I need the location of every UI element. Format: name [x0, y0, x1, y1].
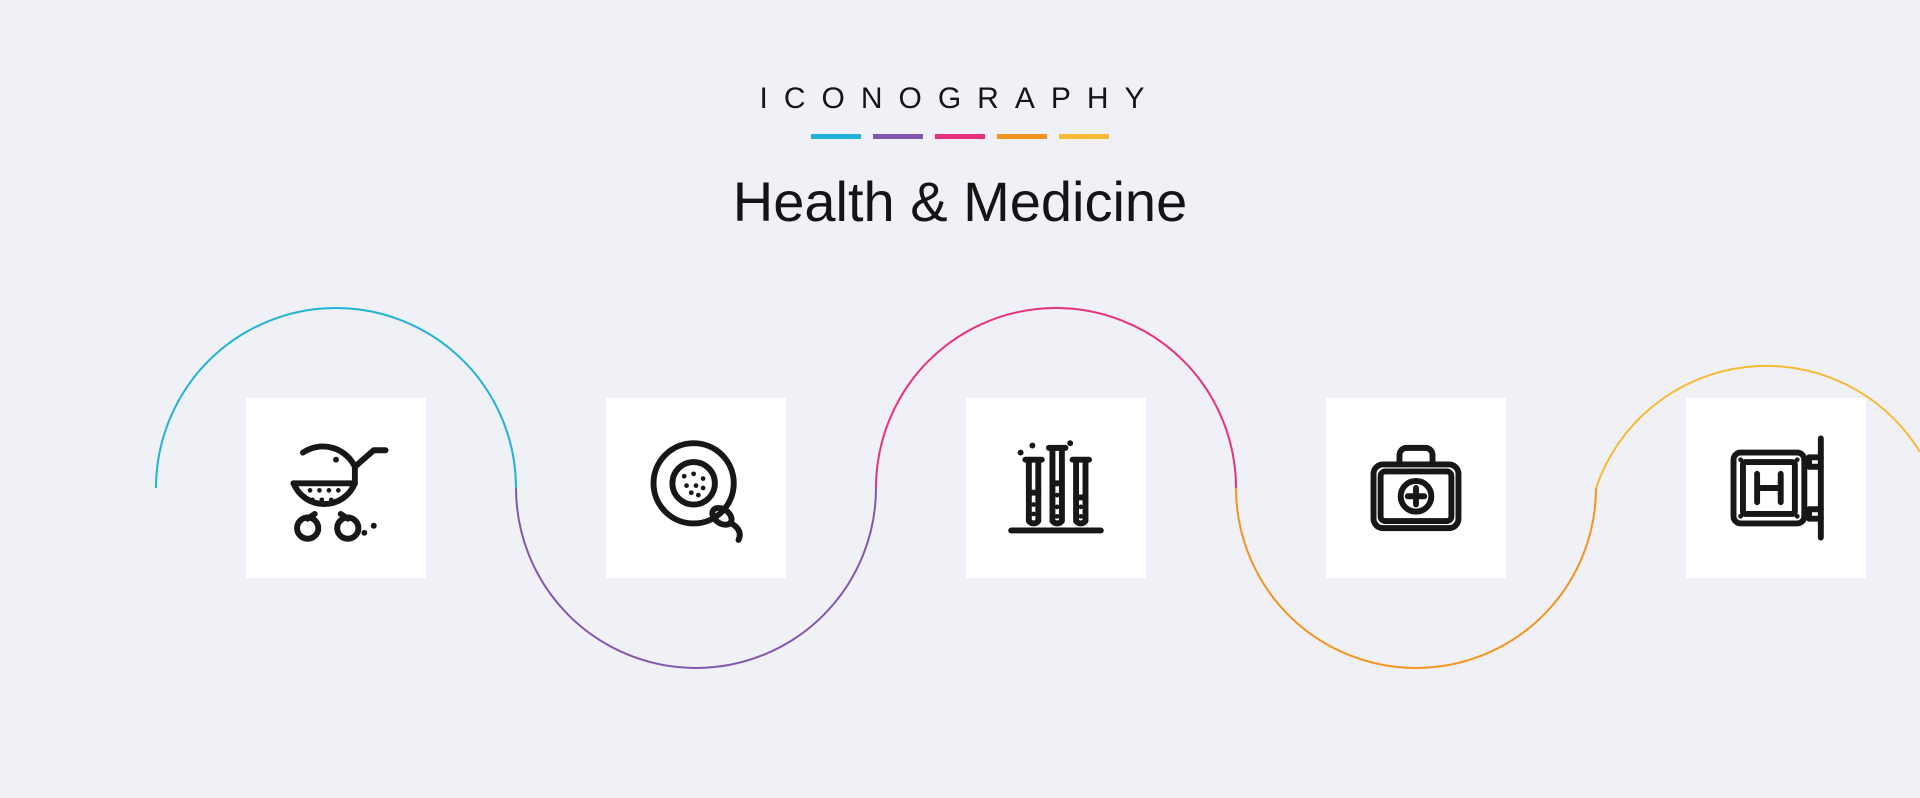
brand-label: ICONOGRAPHY: [0, 82, 1920, 116]
title-part-b: Medicine: [963, 170, 1187, 233]
icon-card-first-aid: [1326, 398, 1506, 578]
icon-card-test-tubes: [966, 398, 1146, 578]
header: ICONOGRAPHY Health & Medicine: [0, 82, 1920, 234]
icon-card-fertilization: [606, 398, 786, 578]
icon-row: [0, 398, 1920, 598]
icon-card-stroller: [246, 398, 426, 578]
test-tubes-icon: [997, 429, 1115, 547]
accent-rule: [0, 134, 1920, 139]
baby-stroller-icon: [277, 429, 395, 547]
rule-seg-5: [1059, 134, 1109, 139]
hospital-sign-icon: [1717, 429, 1835, 547]
first-aid-kit-icon: [1357, 429, 1475, 547]
rule-seg-2: [873, 134, 923, 139]
rule-seg-4: [997, 134, 1047, 139]
icon-card-hospital-sign: [1686, 398, 1866, 578]
rule-seg-3: [935, 134, 985, 139]
rule-seg-1: [811, 134, 861, 139]
title-part-a: Health: [733, 170, 895, 233]
fertilization-icon: [637, 429, 755, 547]
title-amp: &: [895, 170, 963, 233]
page-title: Health & Medicine: [0, 169, 1920, 234]
